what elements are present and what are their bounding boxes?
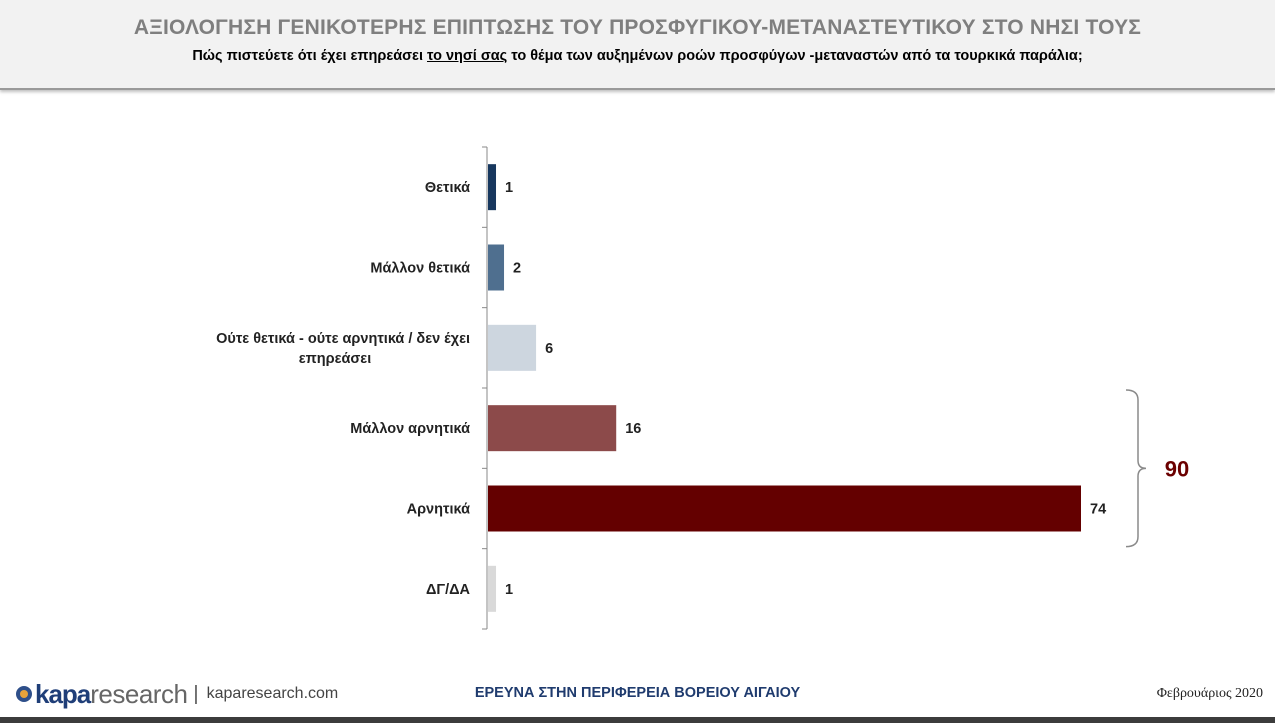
kapa-logo-icon — [16, 686, 32, 702]
bar-rather-negative — [488, 405, 617, 452]
category-label-negative: Αρνητικά — [407, 502, 470, 518]
category-label-dk-na: ΔΓ/ΔΑ — [426, 582, 471, 598]
data-label-negative: 74 — [1090, 502, 1106, 518]
bottom-bar — [0, 717, 1275, 723]
data-label-dk-na: 1 — [505, 582, 513, 598]
logo-research-text: research — [90, 678, 188, 709]
bar-dk-na — [488, 565, 497, 612]
group-brace — [1125, 389, 1147, 548]
data-label-positive: 1 — [505, 180, 513, 196]
page-title: ΑΞΙΟΛΟΓΗΣΗ ΓΕΝΙΚΟΤΕΡΗΣ ΕΠΙΠΤΩΣΗΣ ΤΟΥ ΠΡΟ… — [133, 16, 1142, 39]
category-label-rather-positive: Μάλλον θετικά — [370, 261, 470, 277]
data-label-neutral: 6 — [545, 341, 553, 357]
category-label-positive: Θετικά — [425, 180, 470, 196]
subtitle-text-end: το θέμα των αυξημένων ροών προσφύγων -με… — [507, 48, 1083, 64]
category-label-neutral: Ούτε θετικά - ούτε αρνητικά / δεν έχει επ… — [216, 331, 470, 367]
logo-separator: | — [193, 682, 199, 705]
bar-negative — [488, 485, 1081, 532]
data-label-rather-positive: 2 — [513, 261, 521, 277]
bar-neutral — [488, 324, 537, 371]
data-label-rather-negative: 16 — [625, 421, 641, 437]
bar-rather-positive — [488, 244, 505, 291]
subtitle-text-start: Πώς πιστεύετε ότι έχει επηρεάσει — [192, 48, 427, 64]
footer-logo: kapa research | kaparesearch.com — [16, 679, 338, 709]
subtitle-underlined: το νησί σας — [427, 48, 508, 64]
footer-date: Φεβρουάριος 2020 — [1156, 686, 1263, 701]
header: ΑΞΙΟΛΟΓΗΣΗ ΓΕΝΙΚΟΤΕΡΗΣ ΕΠΙΠΤΩΣΗΣ ΤΟΥ ΠΡΟ… — [0, 0, 1275, 90]
website-link[interactable]: kaparesearch.com — [206, 685, 339, 702]
bar-positive — [488, 164, 497, 211]
footer-survey-title: ΕΡΕΥΝΑ ΣΤΗΝ ΠΕΡΙΦΕΡΕΙΑ ΒΟΡΕΙΟΥ ΑΙΓΑΙΟΥ — [474, 685, 801, 701]
page-subtitle: Πώς πιστεύετε ότι έχει επηρεάσει το νησί… — [0, 48, 1275, 64]
logo-kapa-text: kapa — [35, 678, 91, 709]
group-total-label: 90 — [1165, 456, 1189, 481]
category-label-rather-negative: Μάλλον αρνητικά — [350, 421, 470, 437]
